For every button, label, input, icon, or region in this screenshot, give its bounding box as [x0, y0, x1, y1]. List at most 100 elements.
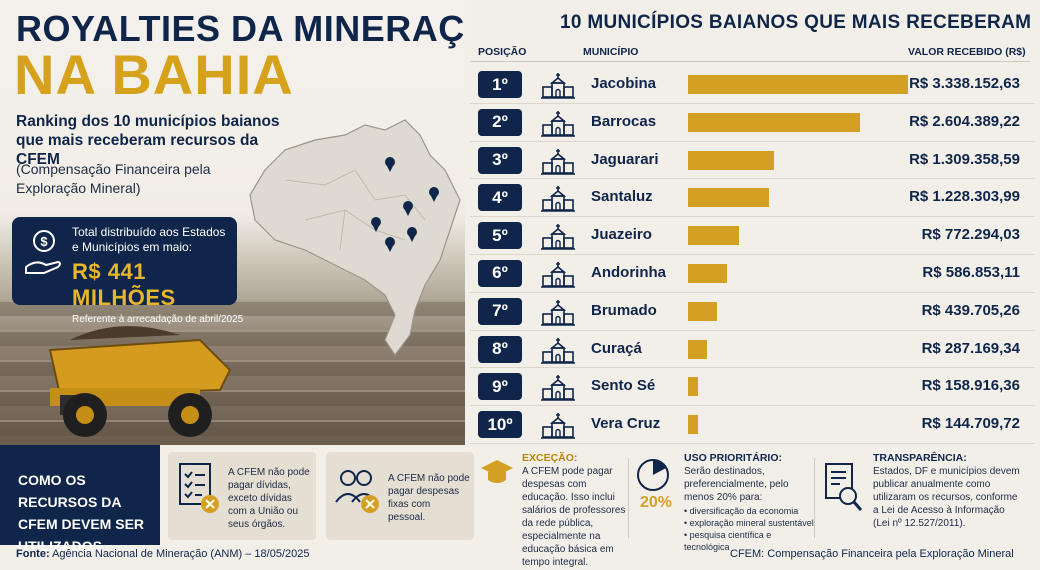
- usage-card-personnel-text: A CFEM não pode pagar despesas fixas com…: [388, 473, 470, 523]
- position-badge: 4º: [478, 184, 522, 212]
- municipality-building-icon: [540, 184, 576, 217]
- priority-title: USO PRIORITÁRIO:: [684, 452, 783, 464]
- divider: [814, 458, 815, 538]
- ranking-row: 10º Vera Cruz R$ 144.709,72: [470, 406, 1035, 444]
- mining-truck-icon: [48, 326, 232, 437]
- ranking-row: 2º Barrocas R$ 2.604.389,22: [470, 104, 1035, 142]
- value-bar: [688, 263, 727, 283]
- municipality-building-icon: [540, 260, 576, 293]
- position-badge: 6º: [478, 259, 522, 287]
- position-badge: 10º: [478, 411, 522, 439]
- position-badge: 8º: [478, 335, 522, 363]
- municipality-name: Andorinha: [591, 263, 666, 281]
- total-distributed-card: $ Total distribuído aos Estados e Municí…: [12, 217, 243, 325]
- position-badge: 7º: [478, 297, 522, 325]
- usage-heading: COMO OS RECURSOS DA CFEM DEVEM SER UTILI…: [0, 445, 160, 554]
- subtitle: Ranking dos 10 municípios baianos que ma…: [16, 113, 280, 168]
- value-label: R$ 2.604.389,22: [909, 112, 1020, 130]
- checklist-forbidden-icon: [179, 463, 219, 513]
- ranking-row: 5º Juazeiro R$ 772.294,03: [470, 217, 1035, 255]
- position-badge: 3º: [478, 146, 522, 174]
- ranking-row: 8º Curaçá R$ 287.169,34: [470, 331, 1035, 369]
- municipality-building-icon: [540, 298, 576, 331]
- usage-card-debts: A CFEM não pode pagar dívidas, exceto dí…: [168, 452, 316, 540]
- header-divider: [470, 61, 1030, 62]
- municipality-building-icon: [540, 411, 576, 444]
- people-forbidden-icon: [335, 470, 379, 513]
- municipality-name: Santaluz: [591, 188, 653, 206]
- total-amount: R$ 441 MILHÕES: [72, 259, 176, 310]
- priority-item: diversificação da economia: [689, 506, 799, 516]
- position-badge: 9º: [478, 373, 522, 401]
- exception-block: EXCEÇÃO: A CFEM pode pagar despesas com …: [522, 452, 630, 569]
- position-badge: 2º: [478, 108, 522, 136]
- divider: [628, 458, 629, 538]
- position-badge: 1º: [478, 71, 522, 98]
- pie-percent-icon: [637, 459, 669, 491]
- priority-block: USO PRIORITÁRIO: Serão destinados, prefe…: [684, 452, 814, 553]
- priority-item: exploração mineral sustentável: [689, 518, 814, 528]
- value-label: R$ 3.338.152,63: [909, 75, 1020, 92]
- document-search-icon: [825, 463, 863, 511]
- municipality-name: Curaçá: [591, 339, 642, 357]
- value-label: R$ 1.228.303,99: [909, 188, 1020, 206]
- transparency-text: Estados, DF e municípios devem publicar …: [873, 466, 1020, 529]
- municipality-building-icon: [540, 71, 576, 104]
- ranking-row: 4º Santaluz R$ 1.228.303,99: [470, 179, 1035, 218]
- transparency-title: TRANSPARÊNCIA:: [873, 452, 967, 464]
- municipality-name: Juazeiro: [591, 226, 652, 244]
- ranking-row: 7º Brumado R$ 439.705,26: [470, 293, 1035, 331]
- value-bar: [688, 377, 699, 397]
- ranking-row: 9º Sento Sé R$ 158.916,36: [470, 368, 1035, 407]
- value-bar: [688, 75, 908, 94]
- page-title-line2: NA BAHIA: [14, 43, 294, 106]
- value-bar: [688, 415, 698, 435]
- value-label: R$ 586.853,11: [922, 263, 1020, 281]
- value-label: R$ 1.309.358,59: [909, 150, 1020, 168]
- value-bar: [688, 339, 707, 359]
- source-label: Fonte:: [16, 548, 50, 560]
- cfem-footnote: CFEM: Compensação Financeira pela Explor…: [730, 548, 1014, 560]
- municipality-building-icon: [540, 373, 576, 406]
- value-label: R$ 439.705,26: [921, 301, 1020, 319]
- value-label: R$ 772.294,03: [921, 226, 1020, 244]
- ranking-chart: 1º Jacobina R$ 3.338.152,63 2º Barrocas R$ 2.…: [470, 66, 1035, 444]
- value-bar: [688, 301, 717, 321]
- source-text: Agência Nacional de Mineração (ANM) – 18…: [52, 548, 310, 560]
- money-hand-icon: $: [25, 230, 61, 274]
- position-badge: 5º: [478, 222, 522, 250]
- column-header-municipality: MUNICÍPIO: [583, 46, 639, 58]
- hero-panel: ROYALTIES DA MINERAÇÃO NA BAHIA Ranking …: [0, 0, 465, 445]
- value-bar: [688, 112, 860, 132]
- exception-title: EXCEÇÃO:: [522, 452, 578, 464]
- column-header-position: POSIÇÃO: [478, 46, 527, 58]
- page-title-line1: ROYALTIES DA MINERAÇÃO: [16, 8, 465, 49]
- cfem-note: (Compensação Financeira pela Exploração …: [16, 161, 211, 196]
- priority-item: pesquisa científica e tecnológica: [684, 530, 772, 552]
- mine-terrace: [0, 420, 465, 436]
- municipality-name: Jaguarari: [591, 150, 659, 168]
- municipality-name: Barrocas: [591, 112, 657, 130]
- ranking-title: 10 MUNICÍPIOS BAIANOS QUE MAIS RECEBERAM: [560, 12, 1032, 33]
- value-bar: [688, 226, 739, 246]
- ranking-row: 6º Andorinha R$ 586.853,11: [470, 255, 1035, 293]
- municipality-name: Sento Sé: [591, 377, 656, 395]
- transparency-block: TRANSPARÊNCIA: Estados, DF e municípios …: [873, 452, 1023, 530]
- priority-list: • diversificação da economia • exploraçã…: [684, 506, 814, 552]
- value-bar: [688, 188, 769, 208]
- municipality-name: Vera Cruz: [591, 415, 661, 433]
- municipality-name: Jacobina: [591, 75, 657, 92]
- municipality-name: Brumado: [591, 301, 657, 319]
- municipality-building-icon: [540, 222, 576, 255]
- ranking-row: 1º Jacobina R$ 3.338.152,63: [470, 66, 1035, 104]
- municipality-building-icon: [540, 336, 576, 369]
- priority-text: Serão destinados, preferencialmente, pel…: [684, 466, 789, 503]
- total-label: Total distribuído aos Estados e Municípi…: [72, 225, 226, 254]
- value-label: R$ 158.916,36: [921, 377, 1020, 395]
- exception-text: A CFEM pode pagar despesas com educação.…: [522, 466, 626, 568]
- priority-percent: 20%: [640, 494, 673, 511]
- source-footer: Fonte: Agência Nacional de Mineração (AN…: [16, 548, 310, 560]
- column-header-value: VALOR RECEBIDO (R$): [908, 46, 1026, 58]
- ranking-row: 3º Jaguarari R$ 1.309.358,59: [470, 142, 1035, 180]
- value-bar: [688, 150, 775, 170]
